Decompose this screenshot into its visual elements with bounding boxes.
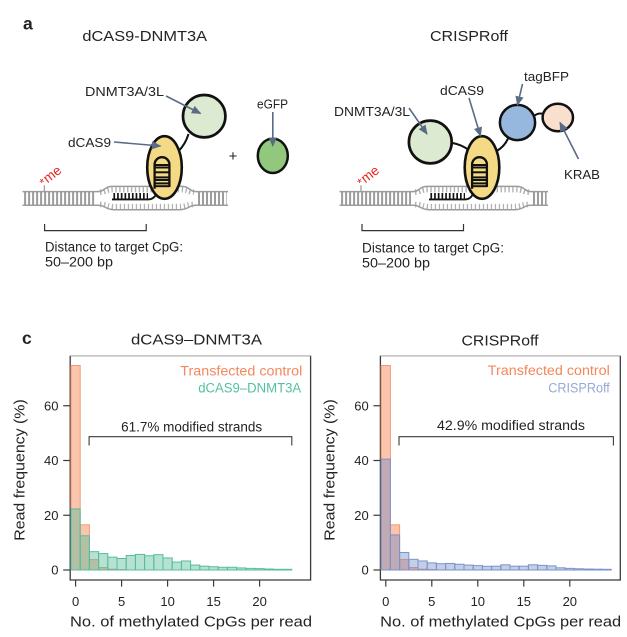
svg-text:50–200 bp: 50–200 bp: [362, 256, 430, 271]
svg-text:+: +: [229, 148, 238, 165]
svg-text:10: 10: [471, 594, 485, 609]
svg-text:Distance to target CpG:: Distance to target CpG:: [45, 240, 183, 255]
svg-text:KRAB: KRAB: [564, 167, 600, 182]
svg-text:dCAS9: dCAS9: [440, 83, 484, 98]
svg-text:40: 40: [44, 453, 58, 468]
svg-text:60: 60: [354, 398, 368, 413]
svg-text:40: 40: [354, 453, 368, 468]
svg-text:20: 20: [252, 594, 266, 609]
svg-text:10: 10: [160, 594, 174, 609]
svg-text:tagBFP: tagBFP: [524, 69, 569, 84]
svg-text:dCAS9–DNMT3A: dCAS9–DNMT3A: [198, 380, 301, 395]
svg-text:a: a: [23, 14, 33, 34]
svg-text:CRISPRoff: CRISPRoff: [430, 29, 509, 45]
svg-text:0: 0: [382, 594, 389, 609]
svg-text:61.7% modified strands: 61.7% modified strands: [121, 420, 262, 435]
svg-text:50–200 bp: 50–200 bp: [45, 255, 113, 270]
svg-text:eGFP: eGFP: [257, 97, 288, 112]
svg-text:5: 5: [118, 594, 125, 609]
svg-text:20: 20: [44, 508, 58, 523]
svg-text:dCAS9-DNMT3A: dCAS9-DNMT3A: [82, 29, 207, 45]
svg-text:60: 60: [44, 398, 58, 413]
svg-text:CRISPRoff: CRISPRoff: [462, 334, 540, 350]
svg-text:20: 20: [563, 594, 577, 609]
svg-text:42.9% modified strands: 42.9% modified strands: [437, 418, 585, 433]
svg-text:dCAS9: dCAS9: [68, 135, 111, 150]
svg-text:0: 0: [72, 594, 79, 609]
svg-text:No. of methylated CpGs per rea: No. of methylated CpGs per read: [70, 614, 312, 631]
svg-text:Read frequency (%): Read frequency (%): [322, 399, 339, 541]
svg-text:5: 5: [428, 594, 435, 609]
svg-text:c: c: [22, 328, 32, 348]
svg-text:15: 15: [206, 594, 220, 609]
svg-text:0: 0: [51, 563, 58, 578]
svg-text:Transfected control: Transfected control: [180, 364, 302, 379]
svg-text:DNMT3A/3L: DNMT3A/3L: [334, 104, 410, 119]
svg-text:DNMT3A/3L: DNMT3A/3L: [85, 84, 164, 99]
svg-text:Distance to target CpG:: Distance to target CpG:: [362, 241, 504, 256]
svg-text:Read frequency (%): Read frequency (%): [11, 399, 28, 541]
svg-text:dCAS9–DNMT3A: dCAS9–DNMT3A: [131, 333, 262, 349]
svg-text:15: 15: [517, 594, 531, 609]
svg-text:No. of methylated CpGs per rea: No. of methylated CpGs per read: [380, 614, 621, 631]
svg-text:20: 20: [354, 508, 368, 523]
svg-text:CRISPRoff: CRISPRoff: [548, 381, 610, 396]
svg-text:0: 0: [361, 563, 368, 578]
svg-text:Transfected control: Transfected control: [488, 363, 610, 378]
